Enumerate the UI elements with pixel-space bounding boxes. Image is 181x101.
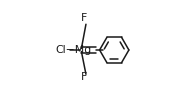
Text: Cl−Mg: Cl−Mg [56, 45, 92, 55]
Text: F: F [81, 72, 87, 82]
Text: F: F [81, 13, 87, 23]
